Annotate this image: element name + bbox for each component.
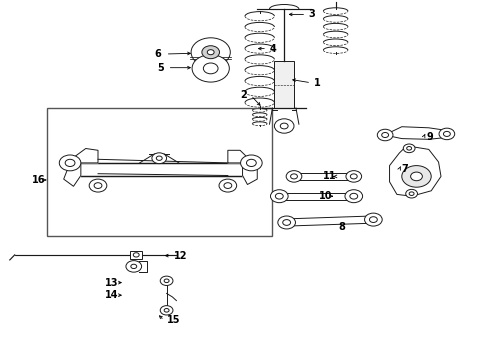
Text: 9: 9 bbox=[426, 132, 433, 142]
Bar bbox=[274, 61, 294, 108]
Circle shape bbox=[365, 213, 382, 226]
Text: 7: 7 bbox=[402, 164, 409, 174]
Text: 4: 4 bbox=[270, 44, 276, 54]
Polygon shape bbox=[287, 216, 372, 226]
Circle shape bbox=[219, 179, 237, 192]
Circle shape bbox=[345, 190, 363, 203]
Circle shape bbox=[207, 50, 214, 55]
Circle shape bbox=[203, 63, 218, 74]
Circle shape bbox=[402, 166, 431, 187]
Circle shape bbox=[160, 276, 173, 285]
Text: 3: 3 bbox=[309, 9, 316, 19]
Circle shape bbox=[286, 171, 302, 182]
Text: 15: 15 bbox=[167, 315, 180, 325]
Text: 13: 13 bbox=[105, 278, 119, 288]
Text: 11: 11 bbox=[323, 171, 337, 181]
Circle shape bbox=[241, 155, 262, 171]
Polygon shape bbox=[390, 146, 441, 196]
Circle shape bbox=[406, 189, 417, 198]
Text: 2: 2 bbox=[240, 90, 247, 100]
Circle shape bbox=[377, 129, 393, 141]
Text: 12: 12 bbox=[174, 251, 188, 261]
Text: 1: 1 bbox=[314, 78, 320, 88]
Text: 8: 8 bbox=[338, 222, 345, 232]
Circle shape bbox=[191, 38, 230, 67]
Text: 5: 5 bbox=[157, 63, 164, 73]
Polygon shape bbox=[64, 149, 98, 186]
Text: 16: 16 bbox=[32, 175, 46, 185]
Text: 10: 10 bbox=[318, 191, 332, 201]
Circle shape bbox=[278, 216, 295, 229]
Polygon shape bbox=[385, 127, 446, 139]
Bar bbox=[47, 108, 272, 236]
Circle shape bbox=[89, 179, 107, 192]
Circle shape bbox=[192, 55, 229, 82]
Circle shape bbox=[411, 172, 422, 181]
Circle shape bbox=[126, 261, 142, 272]
Circle shape bbox=[152, 153, 167, 163]
Circle shape bbox=[274, 119, 294, 133]
Text: 6: 6 bbox=[155, 49, 162, 59]
Circle shape bbox=[403, 144, 415, 153]
Circle shape bbox=[270, 190, 288, 203]
Polygon shape bbox=[279, 193, 353, 200]
Circle shape bbox=[439, 128, 455, 140]
Polygon shape bbox=[228, 150, 257, 185]
Circle shape bbox=[202, 46, 220, 59]
Circle shape bbox=[346, 171, 362, 182]
Circle shape bbox=[59, 155, 81, 171]
Bar bbox=[130, 251, 142, 259]
Text: 14: 14 bbox=[105, 290, 119, 300]
Polygon shape bbox=[294, 173, 353, 180]
Circle shape bbox=[160, 306, 173, 315]
